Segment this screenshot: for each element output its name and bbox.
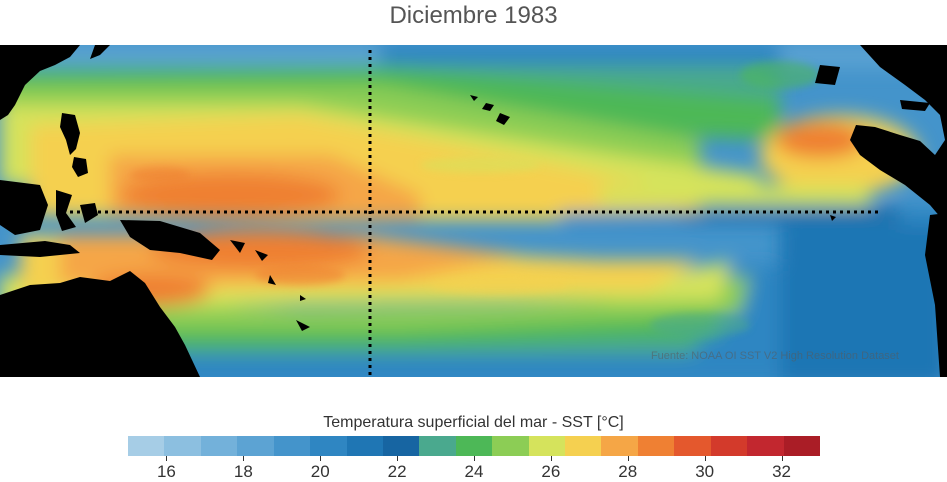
land-masses (0, 45, 947, 377)
colorbar-tick-label: 22 (387, 462, 407, 481)
colorbar-tick (704, 456, 706, 461)
land-asia (0, 45, 80, 120)
land-new-guinea (120, 220, 220, 260)
colorbar-title: Temperatura superficial del mar - SST [°… (323, 414, 624, 431)
colorbar-ticks: 16 18 20 22 24 26 28 30 32 (128, 456, 820, 481)
land-hawaii (470, 95, 510, 125)
colorbar-tick-label: 26 (541, 462, 561, 481)
colorbar-tick-label: 24 (464, 462, 484, 481)
land-sulawesi (56, 190, 76, 231)
colorbar-swatch (528, 436, 566, 456)
colorbar-tick (781, 456, 783, 461)
sst-map-canvas (0, 45, 947, 377)
colorbar-swatch (310, 436, 347, 456)
colorbar-swatch (164, 436, 201, 456)
colorbar-swatch (382, 436, 420, 456)
land-americas (850, 45, 947, 225)
data-credit: Fuente: NOAA OI SST V2 High Resolution D… (650, 350, 899, 362)
colorbar-tick-label: 28 (618, 462, 638, 481)
colorbar-swatch (346, 436, 383, 456)
colorbar-swatch (492, 436, 529, 456)
colorbar-tick (166, 456, 168, 461)
colorbar-tick-label: 32 (772, 462, 791, 481)
map-title: Diciembre 1983 (389, 2, 558, 29)
land-japan (90, 45, 110, 59)
land-australia (0, 271, 200, 377)
colorbar-swatch (237, 436, 274, 456)
colorbar-swatch (200, 436, 238, 456)
land-borneo (0, 180, 48, 235)
colorbar-tick (474, 456, 475, 461)
colorbar-tick (397, 456, 399, 461)
colorbar-swatch (747, 436, 784, 456)
land-philippines (60, 113, 80, 155)
colorbar-swatch (273, 436, 311, 456)
colorbar-swatch (455, 436, 493, 456)
colorbar-swatch (128, 436, 165, 456)
colorbar-tick-label: 16 (156, 462, 176, 481)
colorbar-swatch (419, 436, 456, 456)
colorbar-tick (243, 456, 245, 461)
colorbar-swatch (601, 436, 638, 456)
sst-map (0, 45, 947, 377)
colorbar (128, 436, 821, 456)
colorbar-tick (550, 456, 552, 461)
colorbar-swatch (565, 436, 602, 456)
land-south-america (925, 213, 947, 377)
colorbar-tick (627, 456, 629, 461)
colorbar-swatch (674, 436, 711, 456)
colorbar-tick (320, 456, 322, 461)
colorbar-tick-label: 20 (310, 462, 330, 481)
colorbar-tick-label: 18 (233, 462, 253, 481)
colorbar-swatch (710, 436, 748, 456)
colorbar-swatch (783, 436, 821, 456)
colorbar-tick-label: 30 (695, 462, 715, 481)
colorbar-swatch (637, 436, 675, 456)
